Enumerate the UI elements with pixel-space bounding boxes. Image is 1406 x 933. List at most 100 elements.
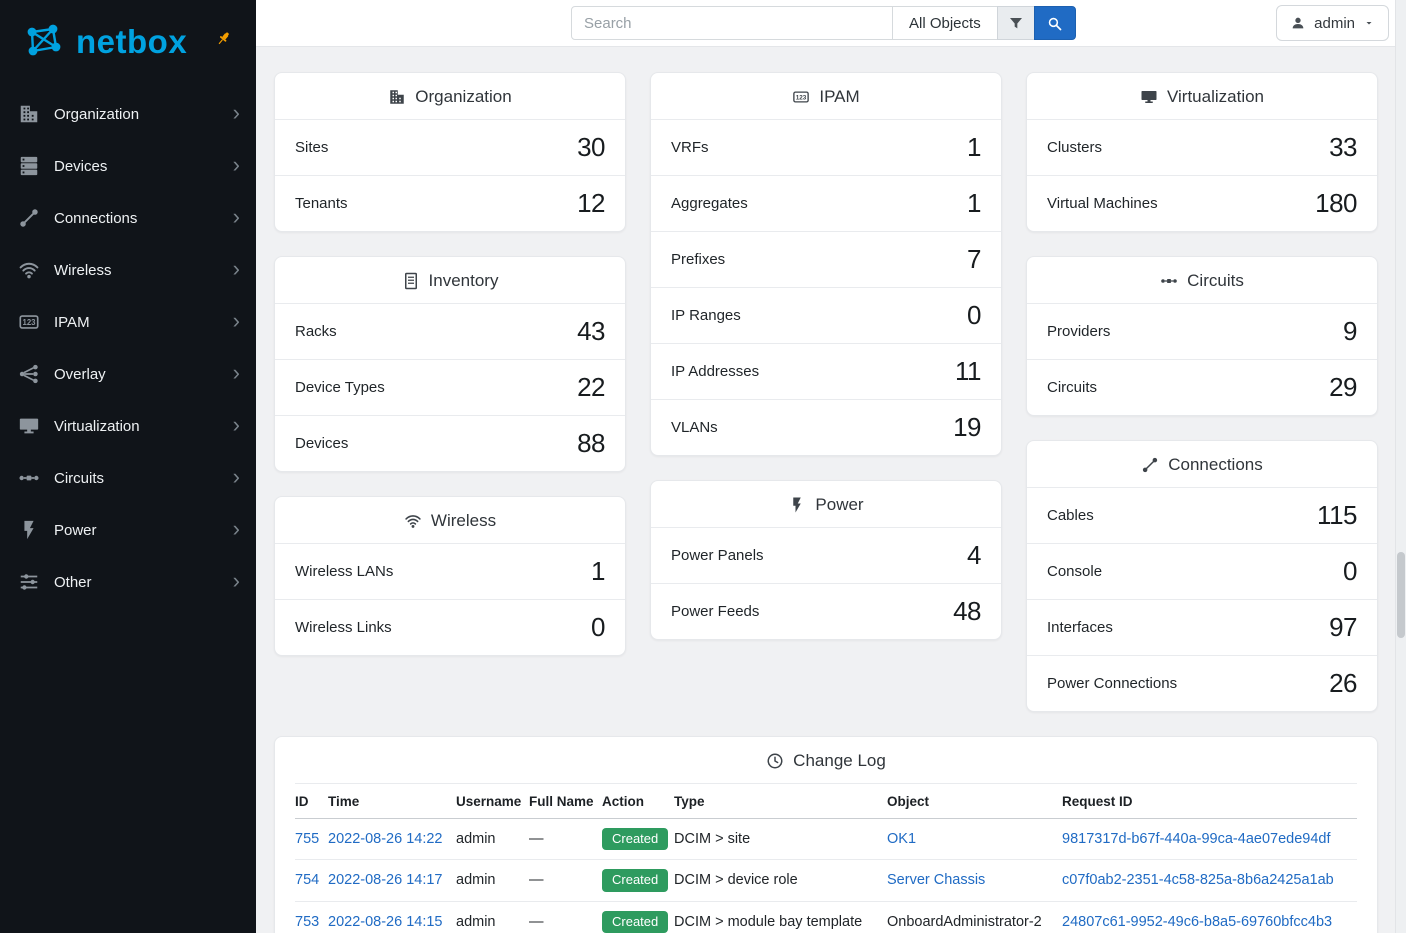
organization-card: Organization Sites 30 Tenants 12 xyxy=(274,72,626,232)
action-badge: Created xyxy=(602,828,669,851)
sidebar-item-label: Power xyxy=(54,521,97,539)
sidebar-item-organization[interactable]: Organization › xyxy=(0,88,256,140)
request-id-link[interactable]: c07f0ab2-2351-4c58-825a-8b6a2425a1ab xyxy=(1062,872,1334,889)
cell-id: 754 xyxy=(295,859,328,902)
magnifier-icon xyxy=(1046,15,1063,32)
changelog-row: 754 2022-08-26 14:17 admin — Created DCI… xyxy=(295,859,1357,902)
change-time-link[interactable]: 2022-08-26 14:22 xyxy=(328,831,443,848)
sidebar-item-label: Other xyxy=(54,573,92,591)
stat-value: 97 xyxy=(1329,612,1357,642)
object-type-dropdown[interactable]: All Objects xyxy=(892,6,998,40)
sidebar-item-other[interactable]: Other › xyxy=(0,556,256,608)
search-input[interactable] xyxy=(571,6,893,40)
stat-value: 9 xyxy=(1343,316,1357,346)
stat-row: Aggregates 1 xyxy=(651,175,1001,231)
stat-link-interfaces[interactable]: Interfaces xyxy=(1047,619,1113,636)
cell-type: DCIM > device role xyxy=(674,859,887,902)
stat-value: 0 xyxy=(591,612,605,642)
full-name-text: — xyxy=(529,831,544,848)
type-text: DCIM > device role xyxy=(674,872,798,889)
rack-icon xyxy=(402,272,420,290)
stat-row: IP Ranges 0 xyxy=(651,287,1001,343)
change-time-link[interactable]: 2022-08-26 14:17 xyxy=(328,872,443,889)
stat-link-power-feeds[interactable]: Power Feeds xyxy=(671,603,760,620)
dashboard-column-3: Virtualization Clusters 33 Virtual Machi… xyxy=(1026,72,1378,712)
scrollbar-thumb[interactable] xyxy=(1397,552,1405,638)
sidebar-item-power[interactable]: Power › xyxy=(0,504,256,556)
stat-link-vlans[interactable]: VLANs xyxy=(671,419,718,436)
stat-link-power-panels[interactable]: Power Panels xyxy=(671,547,764,564)
stat-link-wireless-lans[interactable]: Wireless LANs xyxy=(295,563,394,580)
stat-link-racks[interactable]: Racks xyxy=(295,323,337,340)
change-id-link[interactable]: 754 xyxy=(295,872,320,889)
stat-link-tenants[interactable]: Tenants xyxy=(295,195,348,212)
scrollbar[interactable] xyxy=(1395,0,1406,933)
change-time-link[interactable]: 2022-08-26 14:15 xyxy=(328,913,443,930)
stat-link-device-types[interactable]: Device Types xyxy=(295,379,385,396)
netbox-logo[interactable]: netbox xyxy=(0,0,256,88)
stat-link-circuits[interactable]: Circuits xyxy=(1047,379,1098,396)
sidebar-item-connections[interactable]: Connections › xyxy=(0,192,256,244)
stat-row: VLANs 19 xyxy=(651,399,1001,455)
stat-row: VRFs 1 xyxy=(651,119,1001,175)
building-icon xyxy=(388,88,406,106)
stat-link-vrfs[interactable]: VRFs xyxy=(671,139,709,156)
inventory-card: Inventory Racks 43 Device Types 22 Devic… xyxy=(274,256,626,472)
change-id-link[interactable]: 755 xyxy=(295,831,320,848)
stat-value: 4 xyxy=(967,540,981,570)
changelog-body: ID Time Username Full Name Action Type O… xyxy=(275,783,1377,933)
stat-link-ip-addresses[interactable]: IP Addresses xyxy=(671,363,760,380)
stat-row: IP Addresses 11 xyxy=(651,343,1001,399)
card-header: Power xyxy=(651,481,1001,527)
cable-icon xyxy=(1141,456,1159,474)
object-link[interactable]: Server Chassis xyxy=(887,872,986,889)
cell-type: DCIM > module bay template xyxy=(674,900,887,933)
cell-username: admin xyxy=(456,900,529,933)
server-icon xyxy=(18,155,40,177)
chevron-right-icon: › xyxy=(232,255,240,281)
stat-value: 33 xyxy=(1329,132,1357,162)
column-header-time: Time xyxy=(328,783,456,819)
person-icon xyxy=(1290,15,1306,31)
stat-link-sites[interactable]: Sites xyxy=(295,139,329,156)
user-menu-button[interactable]: admin xyxy=(1276,5,1389,41)
stat-link-providers[interactable]: Providers xyxy=(1047,323,1111,340)
stat-link-devices[interactable]: Devices xyxy=(295,435,349,452)
request-id-link[interactable]: 9817317d-b67f-440a-99ca-4ae07ede94df xyxy=(1062,831,1331,848)
object-link[interactable]: OK1 xyxy=(887,831,917,848)
stat-link-clusters[interactable]: Clusters xyxy=(1047,139,1103,156)
stat-link-power-connections[interactable]: Power Connections xyxy=(1047,675,1178,692)
sidebar-item-label: Connections xyxy=(54,209,138,227)
stat-link-cables[interactable]: Cables xyxy=(1047,507,1094,524)
filter-button[interactable] xyxy=(996,6,1035,40)
dashboard-grid: Organization Sites 30 Tenants 12 Invento… xyxy=(274,72,1378,712)
request-id-link[interactable]: 24807c61-9952-49c6-b8a5-69760bfcc4b3 xyxy=(1062,913,1333,930)
search-submit-button[interactable] xyxy=(1033,6,1076,40)
cell-time: 2022-08-26 14:15 xyxy=(328,900,456,933)
stat-link-ip-ranges[interactable]: IP Ranges xyxy=(671,307,741,324)
stat-row: Racks 43 xyxy=(275,303,625,359)
search-group: All Objects xyxy=(571,6,1076,40)
stat-link-prefixes[interactable]: Prefixes xyxy=(671,251,726,268)
sidebar-item-overlay[interactable]: Overlay › xyxy=(0,348,256,400)
stat-link-aggregates[interactable]: Aggregates xyxy=(671,195,748,212)
user-label: admin xyxy=(1314,14,1355,32)
stat-link-console[interactable]: Console xyxy=(1047,563,1103,580)
action-badge: Created xyxy=(602,910,669,933)
monitor-icon xyxy=(18,415,40,437)
sidebar-item-devices[interactable]: Devices › xyxy=(0,140,256,192)
cell-username: admin xyxy=(456,819,529,860)
cell-full-name: — xyxy=(529,900,602,933)
stat-link-virtual-machines[interactable]: Virtual Machines xyxy=(1047,195,1158,212)
sidebar-item-wireless[interactable]: Wireless › xyxy=(0,244,256,296)
sidebar-item-ipam[interactable]: IPAM › xyxy=(0,296,256,348)
sidebar-item-virtualization[interactable]: Virtualization › xyxy=(0,400,256,452)
stat-link-wireless-links[interactable]: Wireless Links xyxy=(295,619,392,636)
stat-value: 1 xyxy=(967,132,981,162)
pin-sidebar-button[interactable] xyxy=(215,30,232,47)
card-title: Circuits xyxy=(1187,271,1244,290)
change-id-link[interactable]: 753 xyxy=(295,913,320,930)
wireless-card: Wireless Wireless LANs 1 Wireless Links … xyxy=(274,496,626,656)
sidebar-item-circuits[interactable]: Circuits › xyxy=(0,452,256,504)
power-card: Power Power Panels 4 Power Feeds 48 xyxy=(650,480,1002,640)
